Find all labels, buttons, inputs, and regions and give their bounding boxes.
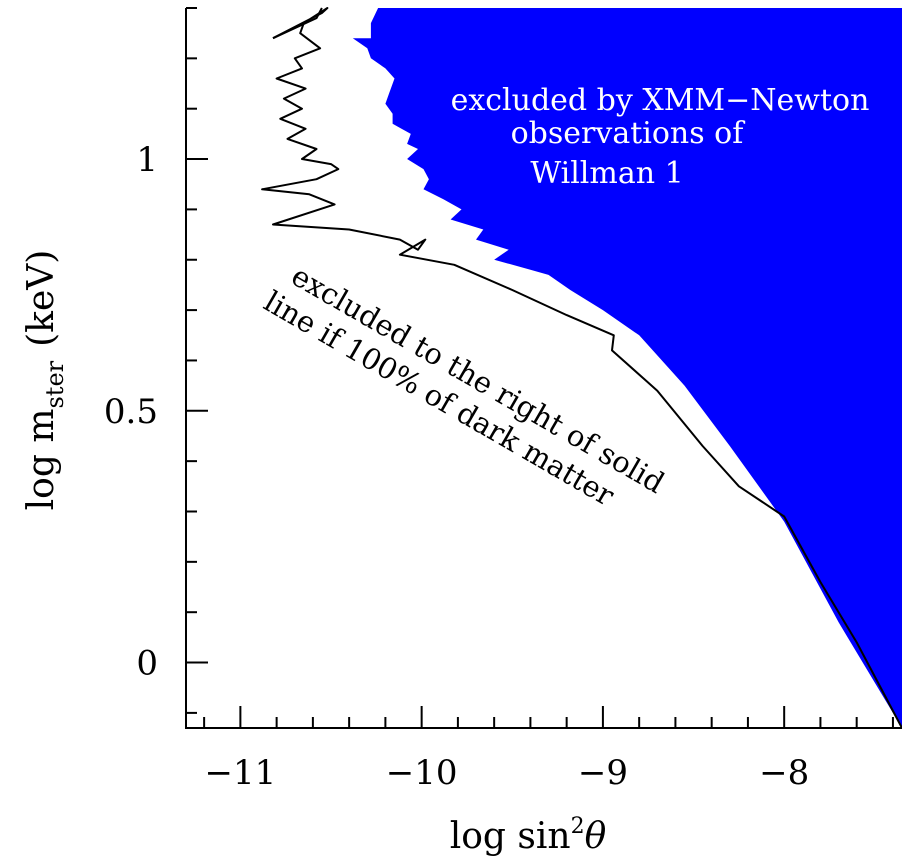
dark-matter-exclusion-line-2 — [261, 7, 902, 729]
x-tick-label: −10 — [386, 753, 458, 793]
axes-frame — [185, 8, 902, 729]
x-tick-label: −9 — [578, 753, 628, 793]
axes-layer: −11 −10 −9 −8 0 0.5 1 — [104, 7, 902, 793]
xmm-annotation-line-2: observations of — [511, 116, 746, 151]
x-tick-label: −8 — [759, 753, 809, 793]
x-tick-label: −11 — [204, 753, 276, 793]
y-axis-label: log mster(keV) — [21, 250, 69, 511]
dm-annotation-line-2: line if 100% of dark matter — [258, 284, 620, 513]
xmm-annotation-line-3: Willman 1 — [530, 156, 683, 191]
series-layer — [261, 7, 902, 729]
xmm-annotation-line-1: excluded by XMM−Newton — [451, 83, 870, 118]
xmm-excluded-region — [352, 8, 902, 728]
y-tick-label: 0.5 — [104, 392, 158, 432]
x-axis-label: log sin2θ — [450, 814, 607, 857]
y-tick-label: 1 — [136, 140, 158, 180]
y-tick-label: 0 — [136, 644, 158, 684]
svg-text:log mster(keV): log mster(keV) — [21, 250, 69, 511]
